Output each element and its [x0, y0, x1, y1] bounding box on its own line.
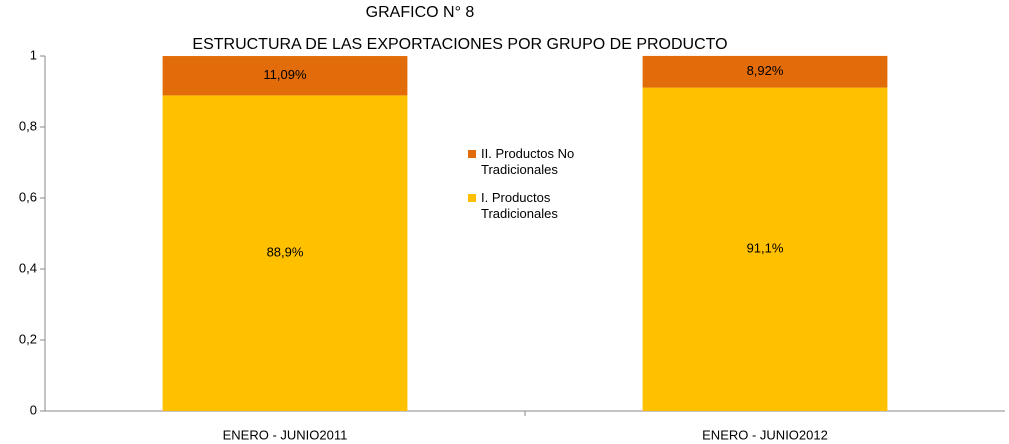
chart-subtitle: ESTRUCTURA DE LAS EXPORTACIONES POR GRUP…: [192, 36, 727, 53]
data-label: 91,1%: [747, 241, 784, 256]
data-label: 8,92%: [747, 63, 784, 78]
y-tick-label: 0,8: [19, 118, 37, 133]
y-tick-label: 0,4: [19, 260, 37, 275]
x-tick-label: ENERO - JUNIO2011: [223, 427, 348, 442]
legend-swatch: [468, 150, 476, 158]
y-tick-label: 0: [30, 402, 37, 417]
y-tick-label: 0,6: [19, 189, 37, 204]
bar-segment: [642, 87, 888, 411]
legend-label: II. Productos No Tradicionales: [481, 146, 575, 177]
bar-segment: [642, 55, 888, 88]
legend-label: I. Productos Tradicionales: [481, 190, 558, 221]
bar-segment: [162, 56, 408, 96]
legend-swatch: [468, 194, 476, 202]
bar-segment: [162, 95, 408, 411]
legend: II. Productos No Tradicionales I. Product…: [468, 146, 618, 234]
data-label: 11,09%: [263, 67, 307, 82]
data-label: 88,9%: [267, 245, 304, 260]
y-tick-label: 1: [30, 47, 37, 62]
chart-title: GRAFICO N° 8: [366, 4, 475, 21]
legend-item: I. Productos Tradicionales: [468, 190, 618, 222]
y-tick-label: 0,2: [19, 331, 37, 346]
legend-item: II. Productos No Tradicionales: [468, 146, 618, 178]
x-tick-label: ENERO - JUNIO2012: [702, 427, 828, 442]
